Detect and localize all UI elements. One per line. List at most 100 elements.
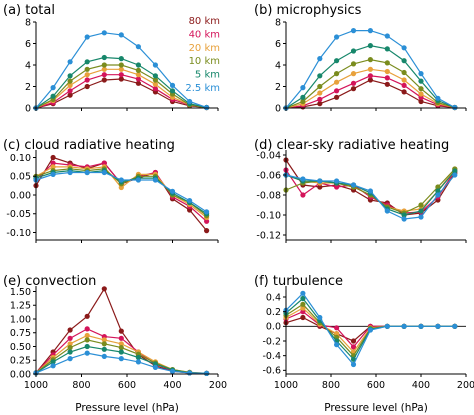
data-point xyxy=(84,83,90,90)
data-point xyxy=(334,94,340,100)
data-point xyxy=(317,314,323,321)
y-tick-label: 0.05 xyxy=(10,172,31,183)
data-point xyxy=(169,368,176,374)
data-point xyxy=(118,66,124,72)
data-point xyxy=(67,78,73,84)
data-point xyxy=(169,88,176,94)
legend-entry: 2.5 km xyxy=(185,83,220,94)
y-tick-label: 2 xyxy=(25,82,31,93)
data-point xyxy=(418,323,424,329)
data-point xyxy=(418,91,424,97)
data-point xyxy=(334,88,340,94)
data-point xyxy=(367,77,373,83)
data-point xyxy=(50,164,56,170)
data-point xyxy=(300,314,306,321)
data-point xyxy=(50,363,56,369)
data-point xyxy=(135,177,141,183)
data-point xyxy=(135,76,141,82)
data-point xyxy=(152,86,158,92)
data-point xyxy=(67,349,73,355)
data-point xyxy=(50,154,56,161)
data-point xyxy=(135,67,141,73)
panel-title: (c) cloud radiative heating xyxy=(3,138,175,153)
data-point xyxy=(401,58,407,64)
y-tick-label: 6 xyxy=(25,39,31,50)
data-point xyxy=(187,98,193,105)
data-point xyxy=(135,44,141,50)
y-tick-label: 0.2 xyxy=(266,307,281,318)
data-point xyxy=(300,309,306,315)
y-tick-label: 0 xyxy=(275,103,281,114)
panel-title: (d) clear-sky radiative heating xyxy=(254,138,449,153)
data-point xyxy=(67,88,73,94)
data-point xyxy=(300,301,306,307)
data-point xyxy=(67,335,73,341)
data-point xyxy=(317,56,323,62)
data-point xyxy=(300,290,306,296)
legend-entry: 10 km xyxy=(189,56,220,67)
y-tick-label: 0.00 xyxy=(10,190,31,201)
x-tick-label: 600 xyxy=(118,380,136,391)
data-point xyxy=(101,66,107,72)
data-point xyxy=(67,345,73,351)
x-tick-label: 200 xyxy=(457,380,474,391)
data-point xyxy=(118,177,124,183)
series-line-10km xyxy=(35,168,207,217)
data-point xyxy=(367,66,373,72)
data-point xyxy=(118,335,124,341)
y-tick-label: -0.4 xyxy=(262,351,281,362)
y-tick-label: 0 xyxy=(25,103,31,114)
data-point xyxy=(118,341,124,347)
data-point xyxy=(204,228,210,234)
x-tick-label: 400 xyxy=(163,380,181,391)
data-point xyxy=(118,62,124,68)
data-point xyxy=(118,56,124,62)
data-point xyxy=(118,76,124,82)
x-axis-label: Pressure level (hPa) xyxy=(75,402,179,414)
data-point xyxy=(118,328,124,334)
y-tick-label: 8 xyxy=(275,17,281,28)
y-tick-label: -0.12 xyxy=(256,230,281,241)
data-point xyxy=(334,342,340,348)
data-point xyxy=(152,364,158,370)
data-point xyxy=(84,34,90,40)
data-point xyxy=(418,78,424,84)
y-tick-label: -0.06 xyxy=(256,170,281,181)
y-tick-label: 1.00 xyxy=(10,314,31,325)
data-point xyxy=(118,184,124,191)
data-point xyxy=(384,33,390,39)
data-point xyxy=(384,208,390,214)
data-point xyxy=(418,71,424,77)
data-point xyxy=(300,192,306,198)
data-point xyxy=(67,92,73,98)
data-point xyxy=(101,337,107,343)
data-point xyxy=(118,345,124,351)
data-point xyxy=(101,286,107,292)
data-point xyxy=(84,169,90,176)
legend-entry: 80 km xyxy=(189,16,220,27)
data-point xyxy=(384,60,390,66)
data-point xyxy=(84,77,90,83)
data-point xyxy=(435,192,441,198)
data-point xyxy=(401,323,407,329)
data-point xyxy=(84,326,90,332)
data-point xyxy=(350,48,357,54)
data-point xyxy=(334,331,340,337)
data-point xyxy=(334,58,340,64)
data-point xyxy=(67,356,73,362)
data-point xyxy=(300,295,306,302)
y-tick-label: 4 xyxy=(275,60,281,71)
data-point xyxy=(135,62,141,68)
data-point xyxy=(401,77,407,83)
data-point xyxy=(435,188,441,194)
data-point xyxy=(152,73,158,79)
y-tick-label: -0.05 xyxy=(6,209,31,220)
data-point xyxy=(334,178,340,184)
data-point xyxy=(350,86,357,92)
data-point xyxy=(435,184,441,190)
data-point xyxy=(187,370,193,376)
data-point xyxy=(367,57,373,63)
data-point xyxy=(317,101,323,107)
data-point xyxy=(84,350,90,356)
data-point xyxy=(401,45,407,51)
